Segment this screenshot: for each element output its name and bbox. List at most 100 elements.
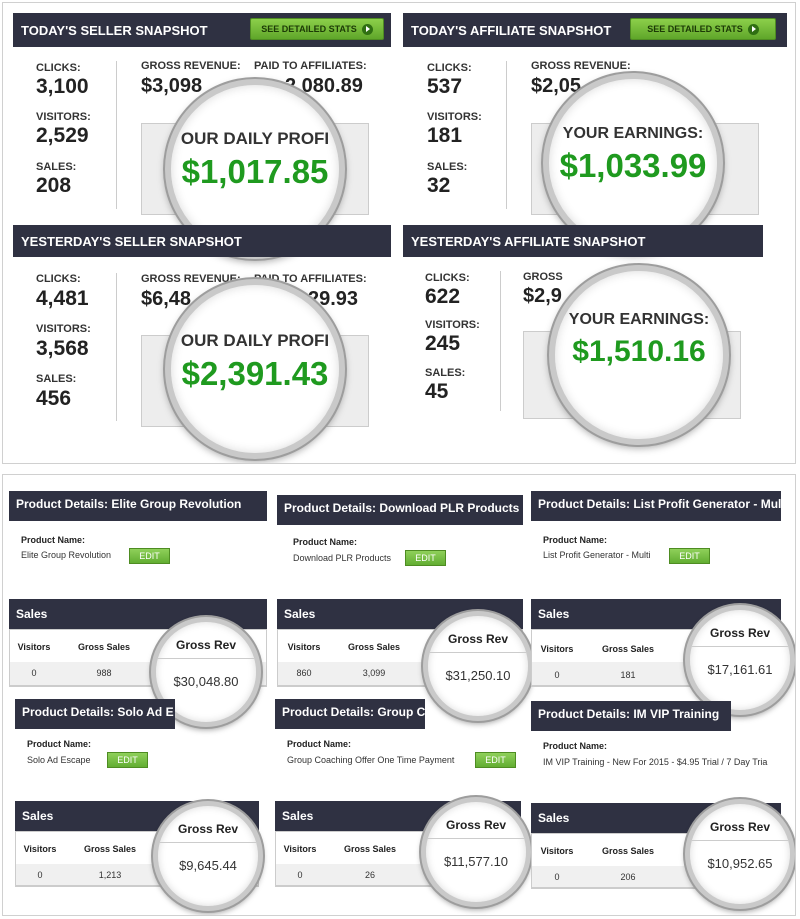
visitors-cell: 0 — [37, 870, 43, 880]
divider — [158, 842, 258, 843]
gross-rev-value: $9,645.44 — [179, 858, 237, 873]
gross-rev-value: $17,161.61 — [707, 662, 773, 677]
product-details-header: Product Details: IM VIP Training — [531, 701, 731, 731]
gross-rev-magnifier: Gross Rev $9,645.44 — [153, 801, 263, 911]
col-gross-rev: Gross Rev — [447, 632, 509, 646]
clicks-label: CLICKS: — [425, 272, 470, 284]
product-details-header: Product Details: Solo Ad E — [15, 699, 175, 729]
edit-button[interactable]: EDIT — [475, 752, 516, 768]
col-gross-rev: Gross Rev — [445, 818, 507, 832]
edit-button[interactable]: EDIT — [669, 548, 710, 564]
earnings-magnifier: YOUR EARNINGS: $1,510.16 — [549, 265, 729, 445]
yesterday-seller-header: YESTERDAY'S SELLER SNAPSHOT — [13, 225, 391, 257]
visitors-cell: 0 — [297, 870, 303, 880]
product-name: Download PLR Products — [293, 553, 392, 563]
earnings-magnifier: YOUR EARNINGS: $1,033.99 — [543, 73, 723, 253]
product-name-label: Product Name: — [21, 535, 86, 545]
col-gross-rev: Gross Rev — [709, 626, 771, 640]
sales-label: SALES: — [36, 161, 77, 173]
products-panel: Product Details: Elite Group Revolution … — [2, 474, 796, 916]
sales-label: SALES: — [425, 367, 466, 379]
visitors-cell: 860 — [296, 668, 312, 678]
col-gross-sales: Gross Sales — [83, 844, 137, 854]
col-gross-rev: Gross Rev — [177, 822, 239, 836]
play-icon — [361, 23, 373, 35]
col-visitors: Visitors — [540, 644, 574, 654]
edit-button[interactable]: EDIT — [107, 752, 148, 768]
sales-value: 208 — [36, 174, 72, 197]
paid-affiliates-value: 29.93 — [308, 288, 359, 310]
yesterday-affiliate-header: YESTERDAY'S AFFILIATE SNAPSHOT — [403, 225, 763, 257]
today-seller-title: TODAY'S SELLER SNAPSHOT — [21, 22, 208, 38]
sales-label: SALES: — [36, 373, 77, 385]
divider — [428, 652, 528, 653]
visitors-cell: 0 — [554, 872, 560, 882]
sales-value: 45 — [425, 380, 449, 403]
gross-rev-magnifier: Gross Rev $31,250.10 — [423, 611, 533, 721]
gross-sales-cell: 206 — [620, 872, 636, 882]
affiliate-detailed-stats-button[interactable]: SEE DETAILED STATS — [630, 18, 776, 40]
earnings-value: $1,033.99 — [559, 147, 707, 184]
paid-affiliates-value: 2,080.89 — [285, 75, 363, 97]
play-icon — [747, 23, 759, 35]
yesterday-seller-title: YESTERDAY'S SELLER SNAPSHOT — [21, 233, 242, 249]
clicks-label: CLICKS: — [36, 62, 81, 74]
product-name-label: Product Name: — [543, 535, 608, 545]
product-name: Solo Ad Escape — [27, 755, 91, 765]
divider — [156, 658, 256, 659]
product-name: Group Coaching Offer One Time Payment — [287, 755, 455, 765]
product-name-label: Product Name: — [287, 739, 352, 749]
sales-value: 32 — [427, 174, 451, 197]
gross-revenue-value: $3,098 — [141, 75, 203, 97]
seller-detailed-stats-label: SEE DETAILED STATS — [261, 24, 357, 34]
col-gross-sales: Gross Sales — [343, 844, 397, 854]
edit-button[interactable]: EDIT — [405, 550, 446, 566]
visitors-label: VISITORS: — [36, 323, 91, 335]
gross-rev-value: $10,952.65 — [707, 856, 773, 871]
gross-revenue-label: GROSS REVENUE: — [531, 60, 631, 72]
gross-rev-value: $31,250.10 — [445, 668, 511, 683]
visitors-value: 3,568 — [36, 337, 89, 360]
visitors-label: VISITORS: — [427, 111, 482, 123]
col-gross-rev: Gross Rev — [709, 820, 771, 834]
col-visitors: Visitors — [17, 642, 51, 652]
col-visitors: Visitors — [283, 844, 317, 854]
edit-button[interactable]: EDIT — [129, 548, 170, 564]
snapshot-panel: TODAY'S SELLER SNAPSHOT SEE DETAILED STA… — [2, 2, 796, 464]
daily-profit-caption: OUR DAILY PROFI — [180, 129, 330, 148]
daily-profit-value: $1,017.85 — [181, 153, 329, 190]
divider — [500, 271, 501, 411]
gross-revenue-value: $6,48 — [141, 288, 192, 310]
daily-profit-caption: OUR DAILY PROFI — [180, 331, 330, 350]
clicks-value: 622 — [425, 285, 461, 308]
clicks-value: 3,100 — [36, 75, 89, 98]
paid-affiliates-label: PAID TO AFFILIATES: — [254, 60, 367, 72]
clicks-value: 4,481 — [36, 287, 89, 310]
gross-sales-cell: 988 — [96, 668, 112, 678]
product-name: IM VIP Training - New For 2015 - $4.95 T… — [543, 757, 768, 767]
today-affiliate-title: TODAY'S AFFILIATE SNAPSHOT — [411, 22, 612, 38]
gross-sales-cell: 181 — [620, 670, 636, 680]
col-gross-sales: Gross Sales — [601, 644, 655, 654]
product-name-label: Product Name: — [27, 739, 92, 749]
gross-revenue-label: GROSS REVENUE: — [523, 271, 565, 283]
col-visitors: Visitors — [287, 642, 321, 652]
visitors-value: 2,529 — [36, 124, 89, 147]
earnings-caption: YOUR EARNINGS: — [562, 125, 704, 142]
gross-revenue-value: $2,9 — [523, 285, 562, 307]
gross-rev-magnifier: Gross Rev $17,161.61 — [685, 605, 795, 715]
clicks-label: CLICKS: — [427, 62, 472, 74]
divider — [506, 61, 507, 209]
gross-sales-cell: 1,213 — [98, 870, 122, 880]
visitors-value: 181 — [427, 124, 463, 147]
col-visitors: Visitors — [23, 844, 57, 854]
col-gross-sales: Gross Sales — [347, 642, 401, 652]
gross-rev-magnifier: Gross Rev $30,048.80 — [151, 617, 261, 727]
seller-detailed-stats-button[interactable]: SEE DETAILED STATS — [250, 18, 384, 40]
visitors-cell: 0 — [554, 670, 560, 680]
gross-rev-magnifier: Gross Rev $11,577.10 — [421, 797, 531, 907]
daily-profit-magnifier: OUR DAILY PROFI $2,391.43 — [165, 279, 345, 459]
divider — [426, 838, 526, 839]
product-details-header: Product Details: Group Coa — [275, 699, 425, 729]
gross-rev-magnifier: Gross Rev $10,952.65 — [685, 799, 795, 909]
